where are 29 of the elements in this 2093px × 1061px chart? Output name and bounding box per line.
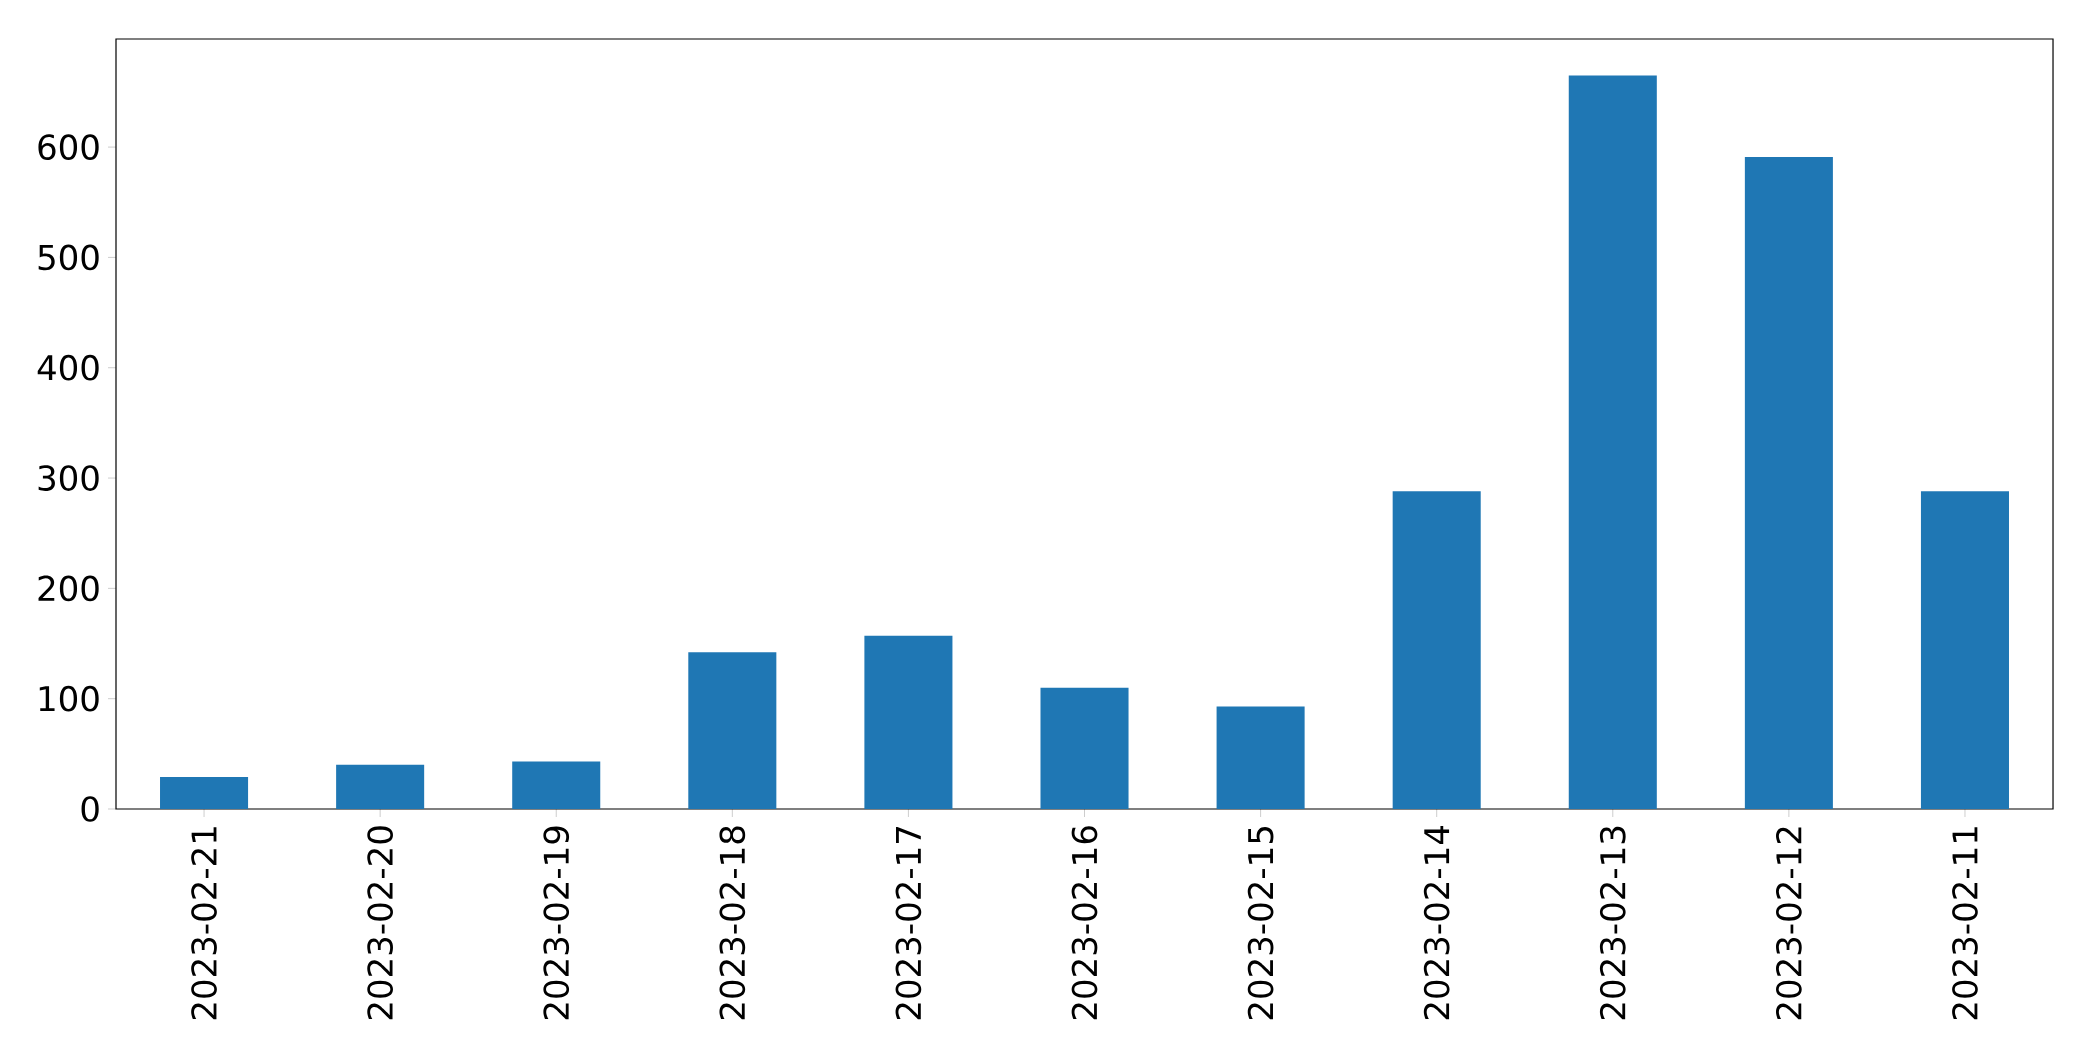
bar (512, 761, 601, 809)
bar (160, 777, 249, 809)
x-tick-label: 2023-02-13 (1599, 826, 1626, 1020)
y-tick-label: 300 (38, 465, 99, 491)
x-tick-label: 2023-02-20 (367, 826, 393, 1020)
x-tick-label: 2023-02-16 (1071, 826, 1098, 1020)
x-tick-label: 2023-02-18 (719, 826, 746, 1020)
y-tick-label: 500 (38, 244, 99, 271)
bar (1392, 491, 1481, 809)
y-tick-label: 100 (39, 685, 99, 712)
x-tick-label: 2023-02-21 (191, 827, 217, 1020)
y-tick-label: 400 (37, 354, 99, 381)
x-tick-label: 2023-02-12 (1776, 827, 1802, 1020)
bar (1040, 687, 1129, 809)
bar (864, 635, 953, 809)
bar (1744, 157, 1833, 809)
bar (1920, 491, 2009, 809)
bar (1216, 706, 1305, 809)
x-tick-label: 2023-02-19 (543, 826, 570, 1020)
bar (1568, 75, 1657, 809)
x-tick-label: 2023-02-14 (1423, 826, 1450, 1020)
y-tick-label: 0 (81, 796, 99, 822)
y-tick-label: 600 (38, 134, 99, 160)
x-tick-label: 2023-02-17 (895, 827, 922, 1020)
x-tick-label: 2023-02-11 (1952, 827, 1978, 1020)
bar (336, 764, 425, 809)
bar (688, 652, 777, 809)
x-tick-label: 2023-02-15 (1247, 827, 1274, 1020)
y-tick-label: 200 (38, 575, 99, 602)
